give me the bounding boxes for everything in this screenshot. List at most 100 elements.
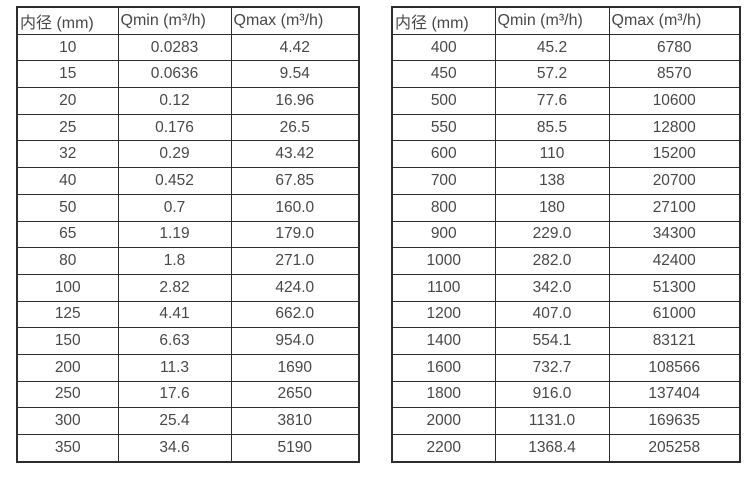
table-row: 80 1.8 271.0 [16,247,360,275]
cell: 50 [16,193,119,222]
cell: 1100 [391,273,496,302]
cell: 8570 [608,60,741,89]
cell: 57.2 [494,60,610,89]
cell: 150 [16,327,119,355]
cell: 12800 [608,113,741,142]
cell: 700 [391,167,496,195]
cell: 916.0 [494,380,610,409]
cell: 229.0 [494,220,610,249]
cell: 5190 [230,433,360,463]
cell: 6780 [608,33,741,62]
table-row: 900 229.0 34300 [391,220,741,249]
table-row: 10 0.0283 4.42 [16,33,360,62]
cell: 34.6 [117,433,232,463]
cell: 1800 [391,380,496,409]
cell: 11.3 [117,353,232,382]
cell: 45.2 [494,33,610,62]
table-row: 1100 342.0 51300 [391,273,741,302]
cell: 2200 [391,433,496,463]
table-row: 40 0.452 67.85 [16,167,360,195]
cell: 424.0 [230,273,360,302]
cell: 1.19 [117,220,232,249]
table-row: 300 25.4 3810 [16,407,360,435]
cell: 110 [494,140,610,169]
cell: 0.7 [117,193,232,222]
cell: 500 [391,87,496,115]
table-row: 550 85.5 12800 [391,113,741,142]
table-row: 600 110 15200 [391,140,741,169]
cell: 15200 [608,140,741,169]
cell: 6.63 [117,327,232,355]
cell: 800 [391,193,496,222]
cell: 342.0 [494,273,610,302]
column-header: 内径 (mm) [16,6,119,35]
cell: 205258 [608,433,741,463]
cell: 10600 [608,87,741,115]
table-row: 350 34.6 5190 [16,433,360,463]
flow-spec-table-large-diameters: 内径 (mm) Qmin (m³/h) Qmax (m³/h) 400 45.2 6780… [391,6,741,463]
cell: 3810 [230,407,360,435]
cell: 108566 [608,353,741,382]
cell: 40 [16,167,119,195]
cell: 1131.0 [494,407,610,435]
cell: 42400 [608,247,741,275]
cell: 80 [16,247,119,275]
cell: 300 [16,407,119,435]
cell: 16.96 [230,87,360,115]
cell: 61000 [608,300,741,329]
table-row: 400 45.2 6780 [391,33,741,62]
cell: 1368.4 [494,433,610,463]
cell: 100 [16,273,119,302]
table-row: 32 0.29 43.42 [16,140,360,169]
cell: 17.6 [117,380,232,409]
cell: 20700 [608,167,741,195]
column-header: Qmin (m³/h) [117,6,232,35]
table-row: 65 1.19 179.0 [16,220,360,249]
cell: 2000 [391,407,496,435]
cell: 67.85 [230,167,360,195]
cell: 25.4 [117,407,232,435]
cell: 1200 [391,300,496,329]
column-header: Qmax (m³/h) [230,6,360,35]
table-row: 15 0.0636 9.54 [16,60,360,89]
header-row: 内径 (mm) Qmin (m³/h) Qmax (m³/h) [391,6,741,35]
cell: 1600 [391,353,496,382]
cell: 0.0636 [117,60,232,89]
cell: 1690 [230,353,360,382]
cell: 180 [494,193,610,222]
column-header: Qmin (m³/h) [494,6,610,35]
cell: 600 [391,140,496,169]
column-header: 内径 (mm) [391,6,496,35]
cell: 1400 [391,327,496,355]
cell: 662.0 [230,300,360,329]
cell: 26.5 [230,113,360,142]
cell: 20 [16,87,119,115]
cell: 25 [16,113,119,142]
cell: 51300 [608,273,741,302]
table-row: 2200 1368.4 205258 [391,433,741,463]
table-row: 450 57.2 8570 [391,60,741,89]
cell: 550 [391,113,496,142]
column-header: Qmax (m³/h) [608,6,741,35]
cell: 954.0 [230,327,360,355]
flow-spec-table-small-diameters: 内径 (mm) Qmin (m³/h) Qmax (m³/h) 10 0.0283 4.4… [16,6,360,463]
cell: 0.452 [117,167,232,195]
table-row: 150 6.63 954.0 [16,327,360,355]
table-row: 2000 1131.0 169635 [391,407,741,435]
cell: 2650 [230,380,360,409]
table-row: 50 0.7 160.0 [16,193,360,222]
cell: 407.0 [494,300,610,329]
cell: 77.6 [494,87,610,115]
table-row: 100 2.82 424.0 [16,273,360,302]
cell: 0.29 [117,140,232,169]
cell: 350 [16,433,119,463]
cell: 83121 [608,327,741,355]
cell: 32 [16,140,119,169]
cell: 1.8 [117,247,232,275]
cell: 1000 [391,247,496,275]
cell: 43.42 [230,140,360,169]
table-row: 500 77.6 10600 [391,87,741,115]
cell: 4.42 [230,33,360,62]
cell: 125 [16,300,119,329]
